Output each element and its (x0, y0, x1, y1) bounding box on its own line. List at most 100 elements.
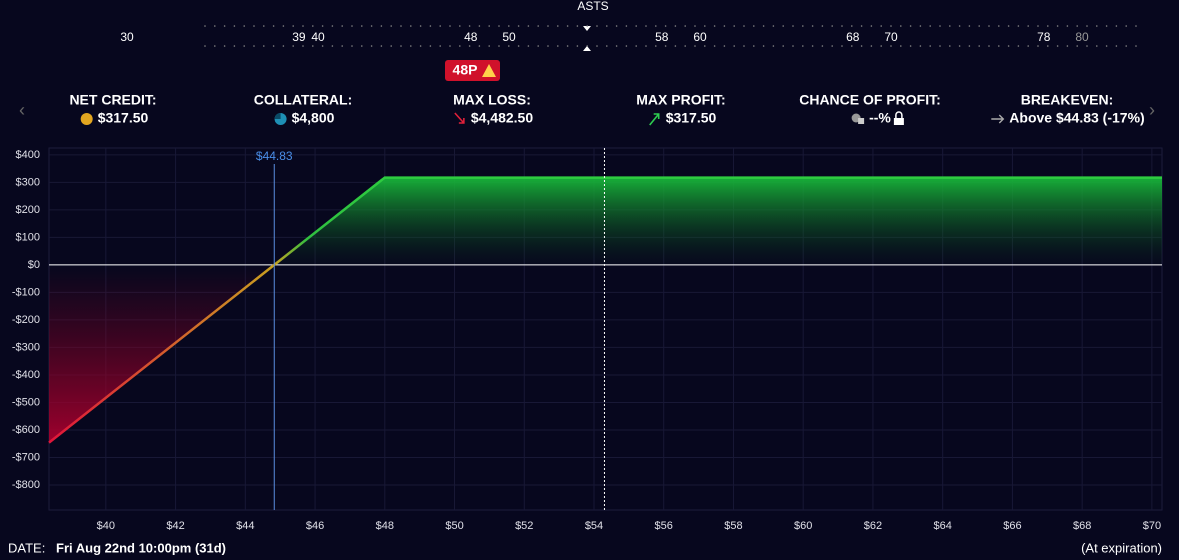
x-tick-label: $64 (933, 520, 951, 532)
badge-label: 48P (453, 62, 478, 78)
strip-dot (704, 25, 706, 27)
strip-dot (321, 45, 324, 47)
strip-dot (753, 45, 755, 47)
strip-dot (909, 25, 912, 27)
strip-dot (919, 25, 922, 27)
strip-dot (508, 25, 510, 27)
strip-dot (233, 25, 236, 27)
strip-dot (1135, 25, 1137, 27)
strip-dot (1017, 45, 1020, 47)
strip-dot (743, 45, 745, 47)
strip-dot (831, 25, 833, 27)
strip-dot (459, 25, 461, 27)
x-tick-label: $48 (376, 520, 394, 532)
x-tick-label: $66 (1003, 520, 1021, 532)
strip-dot (821, 25, 824, 27)
strip-dot (1096, 25, 1098, 27)
strip-dot (851, 45, 853, 47)
stat-value: $317.50 (666, 110, 717, 126)
strip-dot (253, 25, 255, 27)
y-tick-label: -$400 (12, 369, 40, 381)
x-tick-label: $52 (515, 520, 533, 532)
strip-dot (772, 25, 775, 27)
strip-dot (713, 45, 716, 47)
strip-dot (468, 45, 471, 47)
strip-dot (253, 45, 255, 47)
strip-dot (223, 45, 226, 47)
x-tick-label: $40 (97, 520, 115, 532)
dice-icon (858, 118, 865, 124)
strip-dot (733, 25, 735, 27)
strip-dot (1056, 25, 1059, 27)
strip-dot (233, 45, 236, 47)
stat-value: $4,800 (292, 110, 335, 126)
strip-dot (292, 45, 295, 47)
stat-label: MAX LOSS: (453, 92, 531, 108)
strip-dot (331, 25, 334, 27)
strip-dot (331, 45, 334, 47)
strip-dot (1086, 45, 1088, 47)
strike-label: 30 (120, 30, 134, 44)
strip-dot (645, 25, 647, 27)
strip-dot (674, 45, 677, 47)
next-arrow[interactable]: › (1149, 100, 1155, 120)
strip-dot (664, 25, 667, 27)
strip-dot (1076, 45, 1078, 47)
strip-dot (478, 25, 481, 27)
y-tick-label: $400 (16, 149, 40, 161)
strip-dot (321, 25, 324, 27)
strip-dot (214, 25, 216, 27)
stat-value: --% (869, 110, 891, 126)
strip-dot (880, 45, 882, 47)
strip-dot (498, 25, 500, 27)
strip-dot (263, 25, 265, 27)
profit-icon (649, 113, 660, 126)
strip-dot (1125, 45, 1127, 47)
y-tick-label: $300 (16, 176, 40, 188)
strip-dot (459, 45, 461, 47)
strip-dot (380, 25, 383, 27)
strip-dot (429, 25, 432, 27)
strip-dot (988, 25, 990, 27)
x-tick-label: $68 (1073, 520, 1091, 532)
strip-dot (361, 45, 363, 47)
strip-dot (272, 25, 275, 27)
strip-dot (1066, 25, 1069, 27)
x-tick-label: $44 (236, 520, 254, 532)
strip-dot (664, 45, 667, 47)
strip-dot (645, 45, 647, 47)
strip-dot (351, 45, 353, 47)
strip-dot (429, 45, 432, 47)
strip-dot (694, 25, 696, 27)
strip-dot (1027, 25, 1029, 27)
x-tick-label: $56 (655, 520, 673, 532)
strip-dot (370, 45, 373, 47)
strip-dot (831, 45, 833, 47)
payoff-line (48, 176, 1162, 444)
strip-dot (782, 45, 784, 47)
breakeven-label: $44.83 (256, 149, 293, 163)
strip-dot (419, 45, 422, 47)
y-tick-label: $0 (28, 259, 40, 271)
prev-arrow[interactable]: ‹ (19, 100, 25, 120)
stat-label: NET CREDIT: (69, 92, 156, 108)
strip-dot (1027, 45, 1029, 47)
strip-dot (1125, 25, 1127, 27)
strip-dot (743, 25, 745, 27)
strip-dot (762, 45, 765, 47)
stat-value: $317.50 (98, 110, 149, 126)
strip-dot (674, 25, 677, 27)
strike-label: 48 (464, 30, 478, 44)
strip-dot (635, 45, 637, 47)
strip-dot (223, 25, 226, 27)
stat-label: COLLATERAL: (254, 92, 353, 108)
strike-label: 40 (311, 30, 325, 44)
strip-dot (410, 45, 412, 47)
stat-label: CHANCE OF PROFIT: (799, 92, 941, 108)
strip-dot (606, 45, 608, 47)
strip-dot (312, 25, 314, 27)
x-tick-label: $46 (306, 520, 324, 532)
strip-dot (566, 25, 569, 27)
strip-dot (606, 25, 608, 27)
